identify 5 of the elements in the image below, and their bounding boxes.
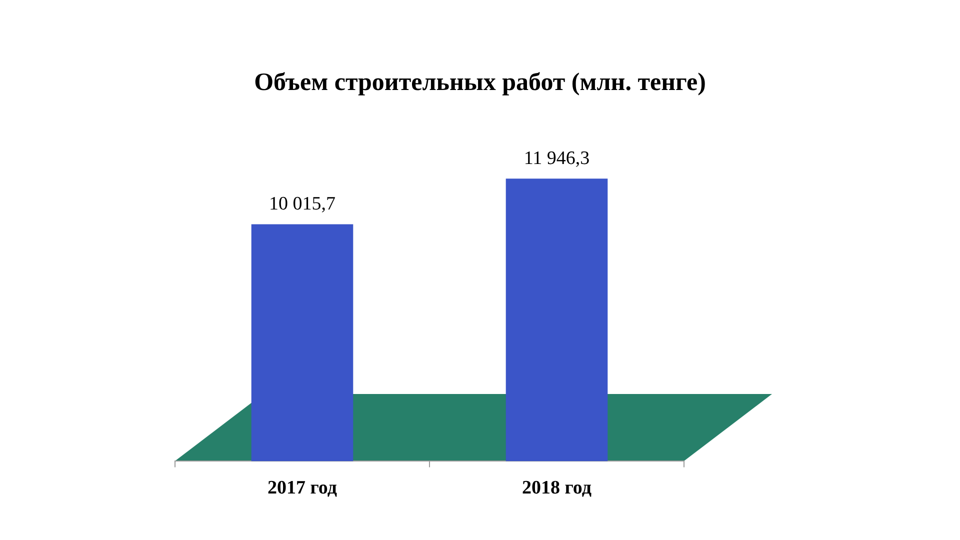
data-label: 11 946,3: [524, 148, 590, 170]
data-label: 10 015,7: [269, 194, 336, 215]
x-tick-label: 2018 год: [522, 478, 592, 499]
x-tick-label: 2017 год: [268, 478, 338, 499]
chart-title: Объем строительных работ (млн. тенге): [253, 68, 707, 98]
